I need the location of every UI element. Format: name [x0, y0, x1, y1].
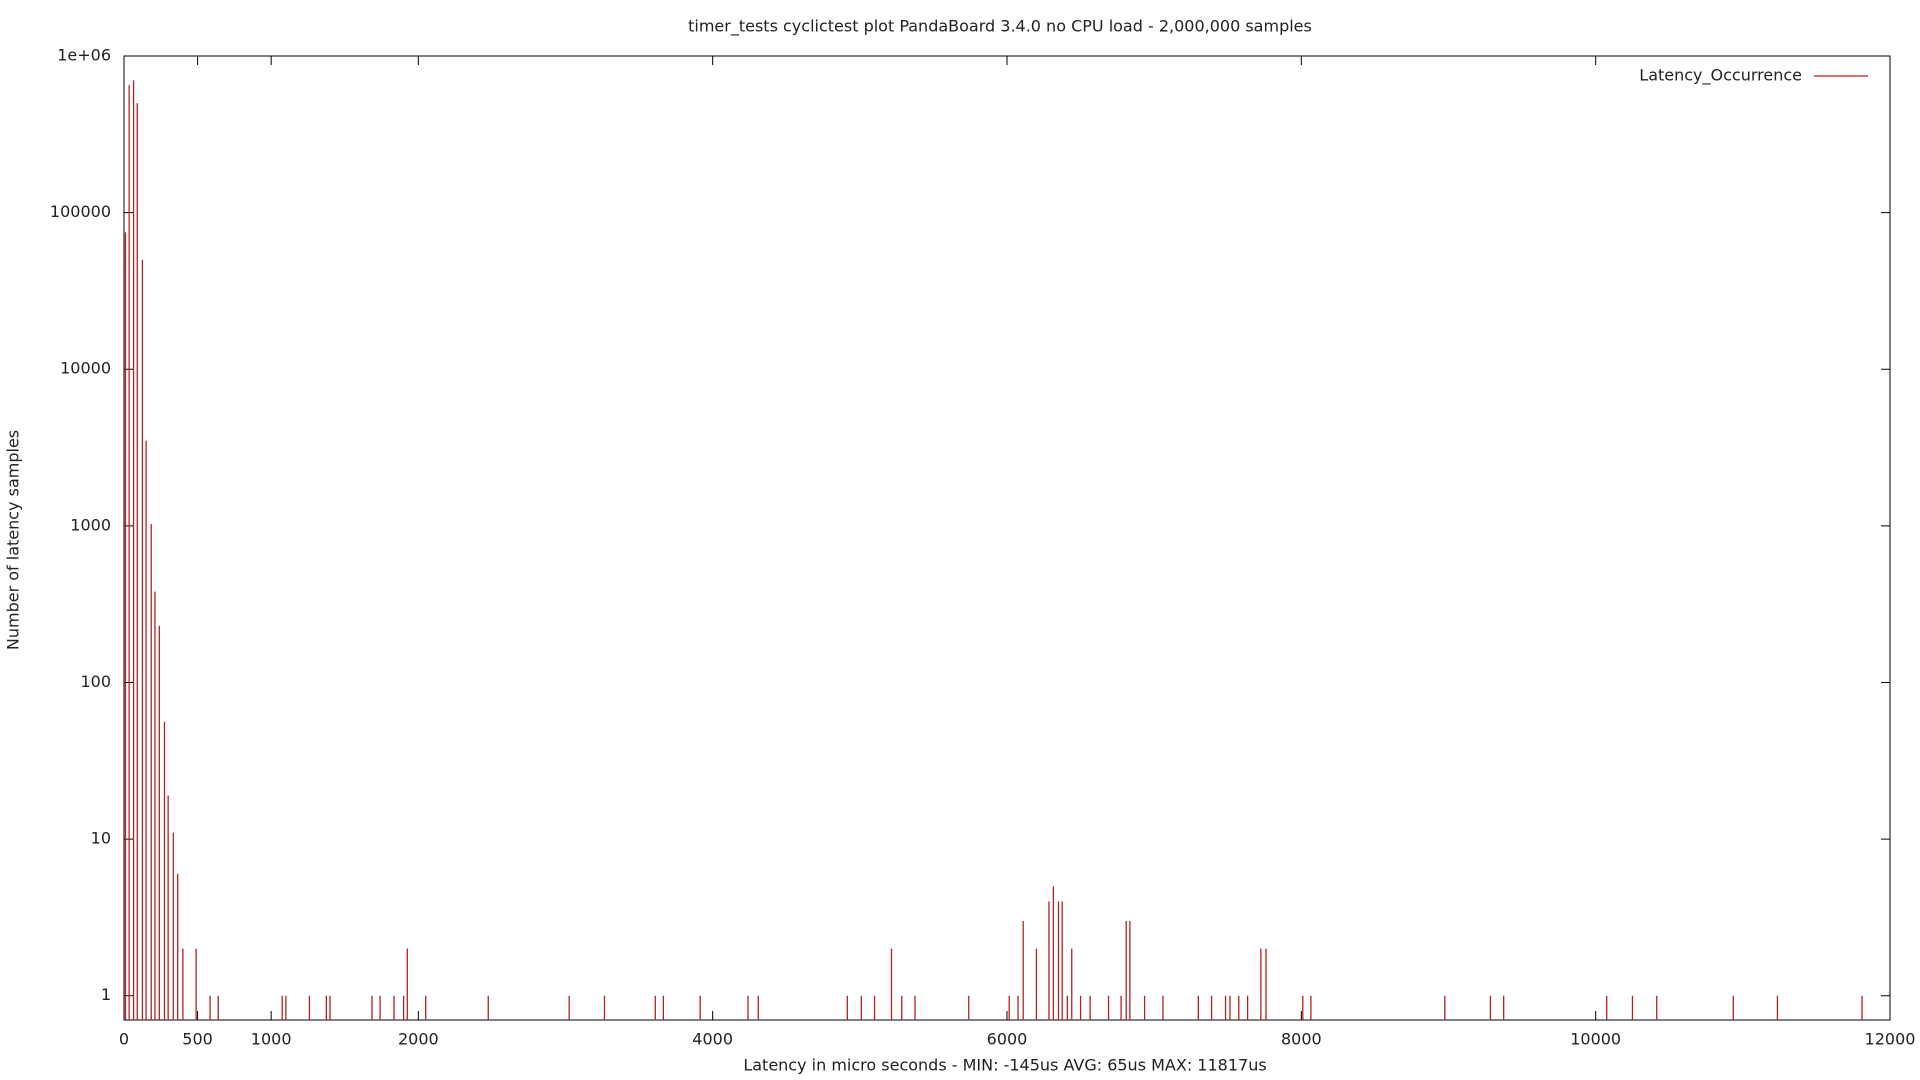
x-tick-label: 0	[119, 1030, 129, 1049]
y-tick-label: 100	[80, 672, 111, 691]
y-axis-label: Number of latency samples	[4, 430, 23, 650]
legend-label: Latency_Occurrence	[1639, 66, 1802, 86]
x-tick-label: 6000	[987, 1030, 1028, 1049]
x-tick-label: 10000	[1570, 1030, 1621, 1049]
x-tick-label: 8000	[1281, 1030, 1322, 1049]
x-axis-label: Latency in micro seconds - MIN: -145us A…	[743, 1056, 1266, 1075]
y-tick-label: 1e+06	[57, 46, 111, 65]
y-tick-label: 10	[91, 829, 111, 848]
x-tick-label: 1000	[251, 1030, 292, 1049]
x-tick-label: 2000	[398, 1030, 439, 1049]
y-tick-label: 1000	[70, 515, 111, 534]
plot-frame	[123, 55, 1891, 1021]
y-tick-label: 100000	[50, 202, 111, 221]
y-tick-label: 10000	[60, 359, 111, 378]
chart-title: timer_tests cyclictest plot PandaBoard 3…	[688, 17, 1312, 37]
x-tick-label: 500	[182, 1030, 213, 1049]
x-tick-label: 12000	[1865, 1030, 1916, 1049]
y-tick-label: 1	[101, 985, 111, 1004]
x-tick-label: 4000	[692, 1030, 733, 1049]
